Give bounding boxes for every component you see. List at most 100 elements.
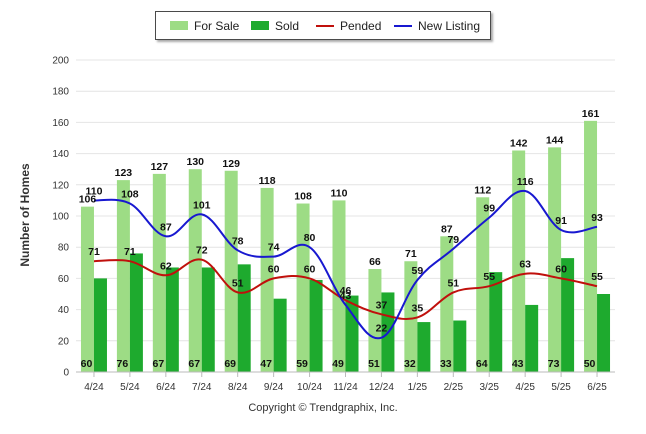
y-tick-label: 120: [52, 180, 69, 191]
label-new-listing: 101: [193, 199, 211, 211]
label-new-listing: 91: [555, 215, 567, 227]
label-new-listing: 79: [447, 234, 459, 246]
label-sold: 60: [81, 358, 93, 370]
label-sold: 64: [476, 358, 488, 370]
bar-for-sale: [440, 236, 454, 372]
label-new-listing: 116: [517, 176, 534, 188]
label-new-listing: 74: [268, 242, 280, 254]
bar-sold: [165, 267, 179, 372]
bar-sold: [129, 253, 143, 372]
bar-for-sale: [512, 150, 526, 372]
label-new-listing: 80: [304, 232, 316, 244]
legend-label-for-sale: For Sale: [194, 18, 240, 33]
label-new-listing: 22: [376, 323, 388, 335]
bar-for-sale: [116, 180, 130, 372]
bar-sold: [561, 258, 575, 372]
x-tick-label: 10/24: [297, 382, 322, 393]
x-tick-label: 11/24: [333, 382, 358, 393]
legend-swatch-for-sale: [170, 21, 188, 30]
x-tick-label: 2/25: [444, 382, 464, 393]
line-pended: [93, 258, 598, 320]
label-for-sale: 127: [151, 161, 169, 173]
label-for-sale: 108: [294, 191, 312, 203]
bar-for-sale: [80, 206, 94, 372]
x-tick-label: 12/24: [369, 382, 394, 393]
bar-sold: [489, 272, 503, 372]
label-new-listing: 87: [160, 221, 172, 233]
x-tick-label: 6/25: [587, 382, 607, 393]
y-tick-label: 100: [52, 212, 69, 223]
label-new-listing: 43: [340, 290, 352, 302]
y-tick-label: 200: [52, 56, 69, 67]
label-for-sale: 106: [79, 194, 97, 206]
bar-for-sale: [332, 200, 346, 372]
label-sold: 49: [332, 358, 344, 370]
bar-for-sale: [584, 120, 598, 372]
y-tick-label: 20: [58, 336, 70, 347]
label-sold: 69: [224, 358, 236, 370]
label-for-sale: 71: [405, 248, 417, 260]
label-sold: 32: [404, 358, 416, 370]
label-new-listing: 59: [412, 265, 424, 277]
legend-item-sold: Sold: [251, 12, 299, 39]
bar-for-sale: [368, 269, 382, 372]
label-pended: 60: [268, 263, 280, 275]
x-tick-label: 5/24: [120, 382, 140, 393]
label-for-sale: 130: [187, 156, 205, 168]
line-new-listing: [93, 189, 598, 340]
label-for-sale: 118: [259, 175, 276, 187]
bar-for-sale: [404, 261, 418, 372]
x-tick-label: 4/25: [515, 382, 535, 393]
label-sold: 76: [117, 358, 129, 370]
y-axis-title: Number of Homes: [18, 163, 32, 267]
bar-sold: [201, 267, 215, 372]
y-tick-label: 60: [58, 274, 70, 285]
y-tick-label: 140: [52, 149, 69, 160]
label-sold: 43: [512, 358, 524, 370]
y-tick-label: 0: [63, 368, 69, 379]
label-new-listing: 93: [591, 212, 603, 224]
label-sold: 50: [584, 358, 596, 370]
bar-series: [80, 120, 611, 372]
data-labels: 106 123 127 130 129 118 108 110 66 71 87 112 142 144 1…: [79, 108, 603, 370]
copyright-footer: Copyright © Trendgraphix, Inc.: [248, 402, 398, 414]
label-sold: 33: [440, 358, 452, 370]
bar-sold: [273, 298, 287, 372]
x-tick-label: 7/24: [192, 382, 212, 393]
bar-sold: [525, 304, 539, 372]
label-for-sale: 66: [369, 256, 381, 268]
label-pended: 55: [591, 271, 603, 283]
legend-swatch-pended: [316, 24, 334, 27]
label-for-sale: 142: [510, 137, 528, 149]
label-pended: 35: [412, 302, 424, 314]
label-sold: 47: [260, 358, 272, 370]
label-for-sale: 123: [115, 167, 133, 179]
bar-for-sale: [476, 197, 490, 372]
label-sold: 67: [152, 358, 164, 370]
label-pended: 71: [124, 246, 136, 258]
label-sold: 51: [368, 358, 380, 370]
label-new-listing: 110: [85, 185, 102, 197]
x-tick-label: 4/24: [84, 382, 104, 393]
y-tick-label: 180: [52, 87, 69, 98]
legend-label-pended: Pended: [340, 18, 382, 33]
label-for-sale: 87: [441, 223, 453, 235]
label-sold: 73: [548, 358, 560, 370]
label-for-sale: 110: [331, 187, 348, 199]
bar-for-sale: [188, 169, 202, 372]
label-pended: 72: [196, 245, 208, 257]
legend-label-new-listing: New Listing: [418, 18, 481, 33]
legend-item-for-sale: For Sale: [170, 12, 239, 39]
label-sold: 67: [188, 358, 200, 370]
label-new-listing: 99: [483, 203, 495, 215]
label-new-listing: 108: [121, 189, 139, 201]
label-pended: 60: [555, 263, 567, 275]
label-pended: 60: [304, 263, 316, 275]
label-pended: 63: [519, 259, 531, 271]
x-tick-label: 5/25: [551, 382, 571, 393]
legend-item-new-listing: New Listing: [394, 12, 480, 39]
legend-label-sold: Sold: [275, 18, 300, 33]
label-pended: 71: [88, 246, 100, 258]
x-tick-label: 3/25: [479, 382, 499, 393]
